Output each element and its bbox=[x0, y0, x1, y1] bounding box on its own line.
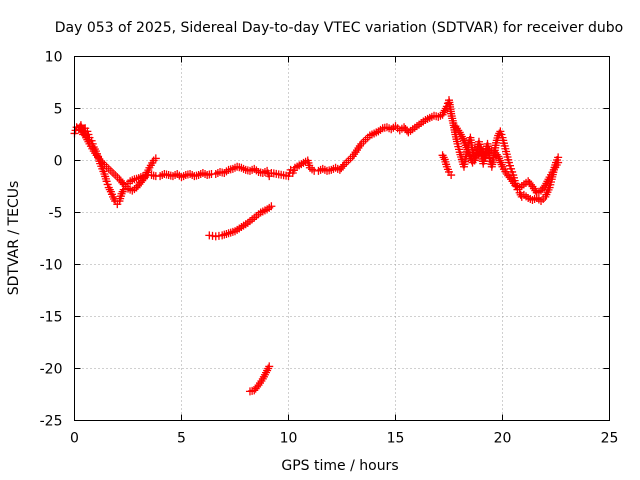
x-tick-label: 5 bbox=[177, 431, 186, 447]
main-track-point bbox=[434, 112, 443, 121]
main-track-point bbox=[361, 135, 370, 144]
late-loop-point bbox=[554, 158, 563, 167]
main-track-point bbox=[211, 170, 220, 179]
early-loop-point bbox=[96, 156, 105, 165]
y-tick-label: 0 bbox=[54, 154, 63, 170]
middle-arc-point bbox=[267, 202, 276, 211]
main-track-point bbox=[318, 164, 327, 173]
x-tick-label: 15 bbox=[387, 431, 405, 447]
main-track-point bbox=[314, 166, 323, 175]
x-tick-label: 10 bbox=[280, 431, 298, 447]
main-track-point bbox=[194, 171, 203, 180]
y-tick-label: -15 bbox=[40, 310, 63, 326]
y-axis-title: SDTVAR / TECUs bbox=[6, 181, 22, 296]
x-tick-label: 20 bbox=[494, 431, 512, 447]
dip-hook-point bbox=[447, 171, 456, 180]
middle-arc-point bbox=[250, 213, 259, 222]
main-track-point bbox=[359, 137, 368, 146]
axis-ticks bbox=[74, 56, 610, 421]
main-track-point bbox=[344, 156, 353, 165]
main-track-point bbox=[156, 172, 165, 181]
middle-arc-point bbox=[252, 211, 261, 220]
y-tick-label: -20 bbox=[40, 362, 63, 378]
y-tick-label: 5 bbox=[54, 102, 63, 118]
dip-hook-point bbox=[439, 153, 448, 162]
early-loop-point bbox=[139, 174, 148, 183]
main-track-point bbox=[425, 113, 434, 122]
y-tick-label: -5 bbox=[49, 206, 63, 222]
middle-arc-point bbox=[228, 227, 237, 236]
middle-arc-point bbox=[220, 230, 229, 239]
main-track-point bbox=[346, 154, 355, 163]
early-loop-point bbox=[109, 168, 118, 177]
y-tick-label: -25 bbox=[40, 414, 63, 430]
middle-arc-point bbox=[248, 215, 257, 224]
early-loop-point bbox=[118, 178, 127, 187]
x-tick-label: 25 bbox=[601, 431, 619, 447]
main-track-point bbox=[179, 172, 188, 181]
middle-arc-point bbox=[222, 229, 231, 238]
y-tick-label: 10 bbox=[45, 50, 63, 66]
early-loop-point bbox=[111, 171, 120, 180]
middle-arc-point bbox=[224, 229, 233, 238]
lower-segment-point bbox=[265, 362, 274, 371]
x-tick-labels: 0 5 10 15 20 25 bbox=[70, 431, 618, 447]
chart-title: Day 053 of 2025, Sidereal Day-to-day VTE… bbox=[55, 20, 623, 36]
x-tick-label: 0 bbox=[70, 431, 79, 447]
main-track-point bbox=[342, 158, 351, 167]
main-track-point bbox=[327, 165, 336, 174]
main-track-point bbox=[105, 185, 114, 194]
x-axis-title: GPS time / hours bbox=[281, 458, 398, 474]
grid-lines bbox=[74, 56, 610, 421]
y-tick-labels: -25 -20 -15 -10 -5 0 5 10 bbox=[40, 50, 63, 430]
early-loop-point bbox=[113, 173, 122, 182]
main-track-point bbox=[186, 170, 195, 179]
main-track-point bbox=[239, 164, 248, 173]
plot-frame bbox=[74, 56, 610, 421]
y-tick-label: -10 bbox=[40, 258, 63, 274]
main-track-point bbox=[370, 129, 379, 138]
main-track-point bbox=[338, 162, 347, 171]
data-points bbox=[70, 96, 563, 396]
early-loop-point bbox=[151, 154, 160, 163]
